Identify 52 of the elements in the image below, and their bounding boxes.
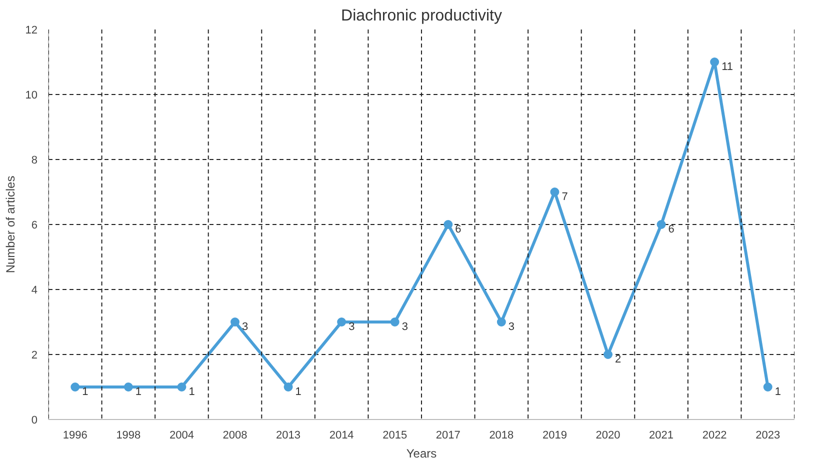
x-tick-label: 2023 xyxy=(756,430,780,442)
data-label: 3 xyxy=(348,321,355,333)
data-label: 7 xyxy=(562,191,568,203)
point xyxy=(390,318,400,326)
data-label: 1 xyxy=(135,386,142,398)
x-tick-label: 2018 xyxy=(489,430,514,442)
data-label: 6 xyxy=(668,224,674,236)
y-tick-label: 0 xyxy=(31,414,38,426)
point xyxy=(124,382,133,392)
data-label: 3 xyxy=(508,321,515,333)
data-label: 1 xyxy=(188,386,195,398)
y-tick-label: 10 xyxy=(25,90,38,102)
x-tick-label: 2013 xyxy=(276,430,301,442)
point xyxy=(337,318,346,326)
data-label: 1 xyxy=(82,386,88,398)
point xyxy=(710,58,720,66)
point xyxy=(550,188,560,196)
x-tick-label: 2019 xyxy=(542,430,567,442)
data-label: 1 xyxy=(774,386,781,398)
y-tick-label: 12 xyxy=(25,24,38,36)
point xyxy=(230,318,240,326)
x-tick-label: 2022 xyxy=(702,430,727,442)
x-tick-label: 2020 xyxy=(596,430,620,442)
x-axis-title: Years xyxy=(406,446,437,460)
x-tick-label: 1998 xyxy=(116,430,141,442)
x-tick-label: 2014 xyxy=(329,430,354,442)
x-tick-label: 1996 xyxy=(62,430,88,442)
point xyxy=(496,318,506,326)
data-label: 6 xyxy=(455,224,462,236)
x-tick-label: 2021 xyxy=(649,430,674,442)
data-label: 2 xyxy=(615,354,622,366)
point xyxy=(763,382,772,392)
data-label: 1 xyxy=(295,386,302,398)
y-tick-label: 8 xyxy=(31,154,38,166)
point xyxy=(284,382,293,392)
data-label: 11 xyxy=(722,61,733,73)
y-tick-label: 6 xyxy=(31,220,38,232)
point xyxy=(604,350,612,359)
x-tick-label: 2015 xyxy=(382,430,408,442)
x-tick-label: 2008 xyxy=(222,430,248,442)
data-label: 3 xyxy=(402,321,408,333)
x-tick-label: 2017 xyxy=(436,430,460,442)
point xyxy=(177,382,186,392)
point xyxy=(70,382,80,392)
point xyxy=(656,220,666,229)
chart-title: Diachronic productivity xyxy=(341,8,502,24)
data-label: 3 xyxy=(242,321,248,333)
y-tick-label: 4 xyxy=(31,284,38,296)
y-axis-title: Number of articles xyxy=(3,176,18,274)
y-tick-label: 2 xyxy=(31,350,38,362)
x-tick-label: 2004 xyxy=(169,430,194,442)
point xyxy=(444,220,453,229)
